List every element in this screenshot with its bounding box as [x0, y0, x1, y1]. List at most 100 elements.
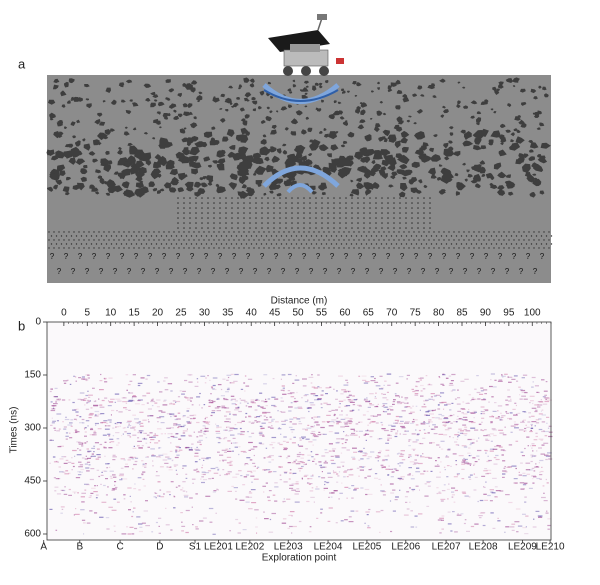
reflection [382, 403, 388, 405]
gravel [177, 202, 179, 204]
reflection [422, 422, 426, 424]
rock [427, 167, 436, 176]
gravel [403, 231, 405, 233]
gravel [399, 217, 401, 219]
reflection [147, 446, 150, 448]
reflection [545, 512, 549, 514]
rock [512, 85, 516, 88]
gravel [165, 243, 168, 245]
reflection [126, 526, 129, 528]
reflection [250, 475, 255, 477]
reflection [249, 459, 253, 461]
gravel [327, 207, 329, 209]
reflection [479, 499, 484, 502]
gravel [443, 231, 445, 233]
reflection [65, 459, 69, 461]
reflection [451, 496, 454, 498]
gravel [308, 239, 310, 241]
reflection [497, 416, 500, 418]
reflection [428, 419, 432, 421]
reflection [345, 434, 348, 436]
reflection [147, 415, 149, 417]
reflection [210, 467, 216, 470]
gravel [375, 235, 378, 237]
reflection [365, 493, 368, 496]
unknown-mark: ? [330, 252, 335, 261]
reflection [404, 406, 409, 408]
reflection [299, 437, 301, 439]
gravel [358, 239, 360, 241]
gravel [515, 235, 518, 237]
reflection [522, 472, 526, 474]
gravel [405, 235, 408, 237]
rock [510, 139, 515, 143]
rock [270, 146, 275, 149]
reflection [313, 434, 316, 436]
reflection [395, 422, 399, 424]
gravel [288, 239, 290, 241]
reflection [155, 521, 158, 524]
gravel [298, 239, 300, 241]
unknown-mark: ? [386, 252, 391, 261]
reflection [162, 453, 168, 455]
unknown-mark: ? [85, 267, 90, 276]
gravel [345, 217, 347, 219]
reflection [528, 412, 531, 414]
reflection [271, 512, 276, 515]
gravel [207, 212, 209, 214]
reflection [547, 524, 551, 527]
reflection [335, 456, 340, 458]
reflection [344, 425, 350, 427]
rock [440, 114, 445, 118]
reflection [479, 512, 485, 514]
gravel [183, 207, 185, 209]
rock [68, 78, 75, 84]
gravel [235, 235, 238, 237]
reflection [173, 464, 179, 466]
reflection [226, 374, 232, 376]
rock [165, 79, 171, 83]
unknown-mark: ? [204, 252, 209, 261]
unknown-mark: ? [197, 267, 202, 276]
gravel [309, 222, 311, 224]
reflection [56, 398, 59, 400]
reflection [507, 417, 512, 420]
rock [282, 149, 288, 155]
unknown-mark: ? [64, 252, 69, 261]
reflection [166, 466, 169, 468]
gravel [80, 235, 83, 237]
rock [229, 173, 238, 181]
reflection [307, 454, 312, 456]
reflection [170, 435, 175, 438]
reflection [489, 450, 494, 452]
gravel [357, 217, 359, 219]
reflection [251, 481, 253, 483]
reflection [255, 517, 258, 519]
reflection [181, 487, 184, 489]
reflection [497, 520, 501, 522]
reflection [397, 430, 399, 432]
reflection [254, 420, 257, 422]
reflection [281, 385, 285, 387]
axes: 0 5 10 15 20 25 30 35 40 45 50 55 60 65 70 75 80 85 90 95 10… [24, 308, 565, 553]
reflection [106, 528, 110, 530]
reflection [464, 378, 469, 380]
reflection [138, 530, 143, 533]
gravel [275, 243, 278, 245]
reflection [415, 405, 418, 407]
reflection [194, 385, 199, 387]
gravel [249, 207, 251, 209]
gravel [183, 247, 185, 249]
reflection [169, 450, 173, 452]
reflection [404, 496, 408, 498]
unknown-mark: ? [127, 267, 132, 276]
x-tick-label: 25 [175, 308, 187, 319]
reflection [126, 389, 128, 391]
reflection [505, 411, 508, 413]
gravel [128, 231, 130, 233]
reflection [368, 469, 372, 471]
reflection [305, 429, 308, 431]
reflection [129, 495, 131, 497]
reflection [191, 443, 194, 445]
reflection [531, 421, 537, 423]
